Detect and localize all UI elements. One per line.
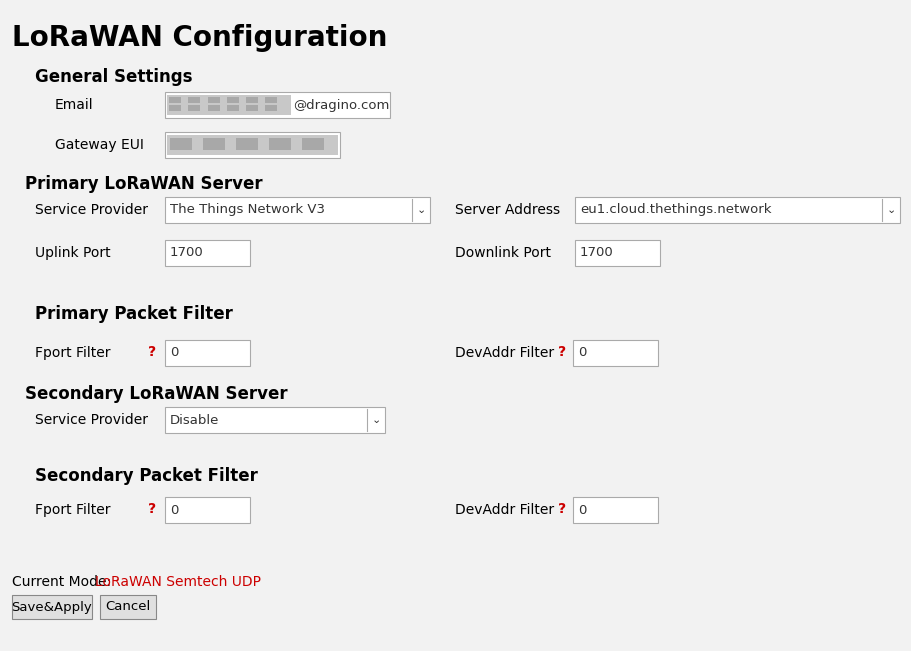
FancyBboxPatch shape [227, 97, 239, 103]
FancyBboxPatch shape [203, 138, 225, 150]
FancyBboxPatch shape [575, 197, 900, 223]
FancyBboxPatch shape [165, 340, 250, 366]
FancyBboxPatch shape [167, 95, 291, 115]
Text: Primary LoRaWAN Server: Primary LoRaWAN Server [25, 175, 262, 193]
Text: Gateway EUI: Gateway EUI [55, 138, 144, 152]
Text: Service Provider: Service Provider [35, 413, 148, 427]
FancyBboxPatch shape [12, 595, 92, 619]
FancyBboxPatch shape [246, 97, 258, 103]
FancyBboxPatch shape [265, 105, 278, 111]
Text: DevAddr Filter: DevAddr Filter [455, 503, 554, 517]
FancyBboxPatch shape [208, 105, 220, 111]
FancyBboxPatch shape [265, 97, 278, 103]
FancyBboxPatch shape [165, 92, 390, 118]
Text: Fport Filter: Fport Filter [35, 503, 110, 517]
FancyBboxPatch shape [208, 97, 220, 103]
Text: General Settings: General Settings [35, 68, 192, 86]
Text: 1700: 1700 [580, 247, 614, 260]
Text: Downlink Port: Downlink Port [455, 246, 551, 260]
Text: ⌄: ⌄ [416, 205, 425, 215]
Text: Disable: Disable [170, 413, 220, 426]
FancyBboxPatch shape [169, 97, 181, 103]
FancyBboxPatch shape [165, 497, 250, 523]
Text: 0: 0 [578, 503, 587, 516]
FancyBboxPatch shape [170, 138, 192, 150]
FancyBboxPatch shape [165, 407, 385, 433]
Text: Cancel: Cancel [106, 600, 150, 613]
Text: Current Mode:: Current Mode: [12, 575, 111, 589]
Text: 1700: 1700 [170, 247, 204, 260]
FancyBboxPatch shape [269, 138, 291, 150]
Text: Save&Apply: Save&Apply [12, 600, 92, 613]
Text: DevAddr Filter: DevAddr Filter [455, 346, 554, 360]
Text: ?: ? [148, 502, 156, 516]
FancyBboxPatch shape [165, 240, 250, 266]
Text: Service Provider: Service Provider [35, 203, 148, 217]
FancyBboxPatch shape [236, 138, 258, 150]
Text: LoRaWAN Semtech UDP: LoRaWAN Semtech UDP [95, 575, 261, 589]
FancyBboxPatch shape [169, 105, 181, 111]
FancyBboxPatch shape [573, 340, 658, 366]
FancyBboxPatch shape [575, 240, 660, 266]
Text: eu1.cloud.thethings.network: eu1.cloud.thethings.network [580, 204, 772, 217]
Text: 0: 0 [170, 503, 179, 516]
Text: 0: 0 [170, 346, 179, 359]
Text: ⌄: ⌄ [886, 205, 896, 215]
Text: Secondary LoRaWAN Server: Secondary LoRaWAN Server [25, 385, 288, 403]
FancyBboxPatch shape [165, 132, 340, 158]
Text: Uplink Port: Uplink Port [35, 246, 110, 260]
Text: 0: 0 [578, 346, 587, 359]
Text: ?: ? [148, 345, 156, 359]
FancyBboxPatch shape [246, 105, 258, 111]
Text: The Things Network V3: The Things Network V3 [170, 204, 325, 217]
FancyBboxPatch shape [167, 135, 338, 155]
FancyBboxPatch shape [302, 138, 324, 150]
Text: ?: ? [558, 502, 566, 516]
Text: ?: ? [558, 345, 566, 359]
Text: LoRaWAN Configuration: LoRaWAN Configuration [12, 24, 387, 52]
FancyBboxPatch shape [100, 595, 156, 619]
Text: Email: Email [55, 98, 94, 112]
Text: Fport Filter: Fport Filter [35, 346, 110, 360]
Text: Server Address: Server Address [455, 203, 560, 217]
Text: Primary Packet Filter: Primary Packet Filter [35, 305, 233, 323]
Text: Secondary Packet Filter: Secondary Packet Filter [35, 467, 258, 485]
Text: @dragino.com: @dragino.com [293, 98, 390, 111]
Text: ⌄: ⌄ [372, 415, 381, 425]
FancyBboxPatch shape [573, 497, 658, 523]
FancyBboxPatch shape [227, 105, 239, 111]
FancyBboxPatch shape [189, 105, 200, 111]
FancyBboxPatch shape [165, 197, 430, 223]
FancyBboxPatch shape [189, 97, 200, 103]
